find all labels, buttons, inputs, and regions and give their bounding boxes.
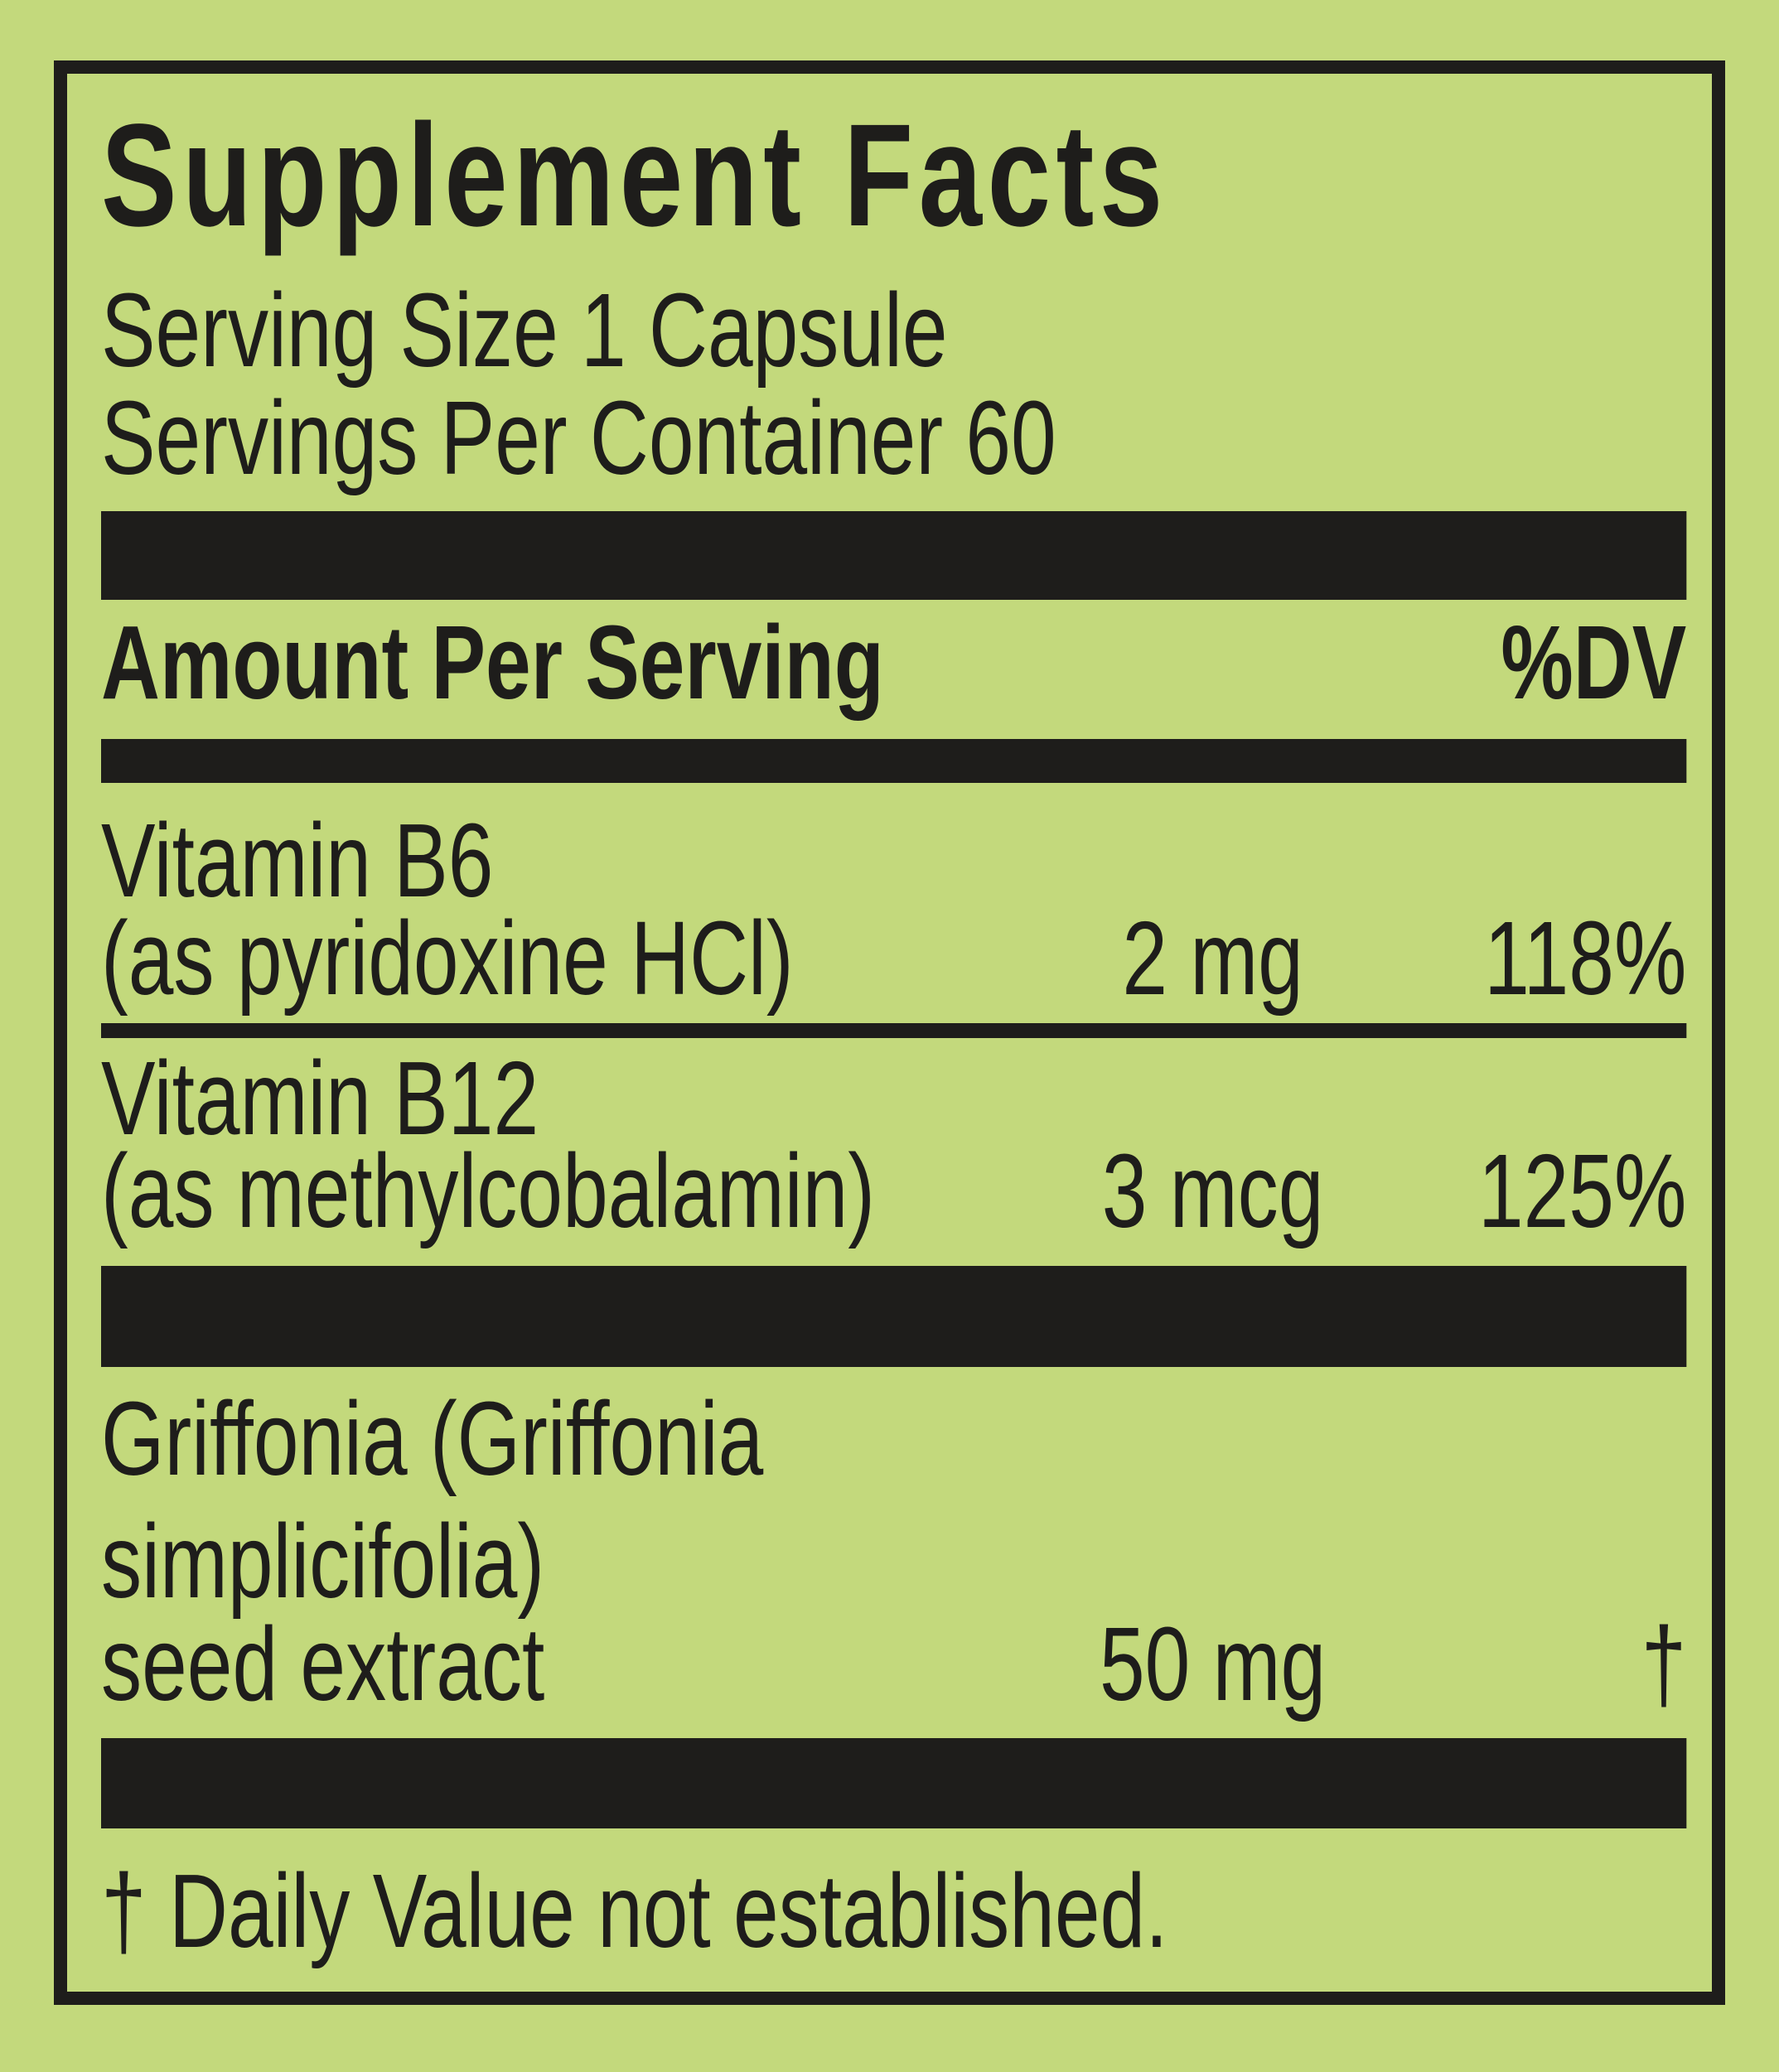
divider-bar-bottom [101, 1738, 1687, 1828]
serving-info: Serving Size 1 Capsule Servings Per Cont… [101, 277, 1686, 492]
servings-per-container-text: Servings Per Container 60 [101, 379, 1056, 496]
daily-value-dagger: † [1641, 1606, 1687, 1722]
nutrient-amount: 2 mg [1122, 900, 1303, 1017]
nutrient-daily-value: 118% [1484, 900, 1687, 1017]
nutrient-name: Vitamin B12 [101, 1040, 539, 1157]
nutrient-form: (as methylcobalamin) [101, 1133, 876, 1249]
row-divider-rule [101, 1023, 1687, 1038]
supplement-facts-panel: Supplement Facts Serving Size 1 Capsule … [54, 60, 1725, 2005]
divider-bar-header [101, 739, 1687, 783]
nutrient-values-row: (as methylcobalamin) 3 mcg 125% [101, 1133, 1687, 1249]
panel-title: Supplement Facts [101, 94, 1168, 257]
nutrient-values-row: seed extract 50 mg † [101, 1606, 1687, 1722]
nutrient-row-griffonia: Griffonia (Griffonia simplicifolia) seed… [101, 1380, 1687, 1722]
serving-size-text: Serving Size 1 Capsule [101, 272, 948, 389]
nutrient-name-line2: simplicifolia) [101, 1503, 545, 1620]
nutrient-form: (as pyridoxine HCl) [101, 900, 794, 1017]
nutrient-row-vitamin-b12: Vitamin B12 (as methylcobalamin) 3 mcg 1… [101, 1040, 1687, 1249]
nutrient-row-vitamin-b6: Vitamin B6 (as pyridoxine HCl) 2 mg 118% [101, 802, 1687, 1017]
nutrient-values-row: (as pyridoxine HCl) 2 mg 118% [101, 900, 1687, 1017]
percent-dv-header: %DV [1501, 604, 1687, 721]
divider-bar-top [101, 511, 1687, 600]
nutrient-amount: 50 mg [1100, 1606, 1327, 1722]
nutrient-name-line1: Griffonia (Griffonia [101, 1380, 764, 1497]
daily-value-footnote: † Daily Value not established. [101, 1852, 1168, 1969]
nutrient-daily-value: 125% [1477, 1133, 1687, 1249]
divider-bar-middle [101, 1266, 1687, 1367]
nutrient-name: Vitamin B6 [101, 802, 494, 919]
nutrient-name-line3: seed extract [101, 1606, 545, 1722]
panel-content: Supplement Facts Serving Size 1 Capsule … [101, 74, 1687, 1969]
column-header-row: Amount Per Serving %DV [101, 611, 1686, 715]
amount-per-serving-header: Amount Per Serving [101, 604, 884, 721]
nutrient-amount: 3 mcg [1101, 1133, 1324, 1249]
